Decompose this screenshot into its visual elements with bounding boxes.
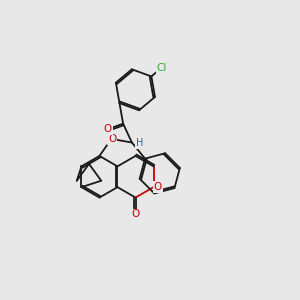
Text: O: O bbox=[108, 134, 116, 144]
Text: O: O bbox=[154, 182, 162, 192]
Text: O: O bbox=[131, 209, 140, 220]
Text: Cl: Cl bbox=[156, 63, 167, 73]
Text: H: H bbox=[136, 138, 143, 148]
Text: O: O bbox=[103, 124, 112, 134]
